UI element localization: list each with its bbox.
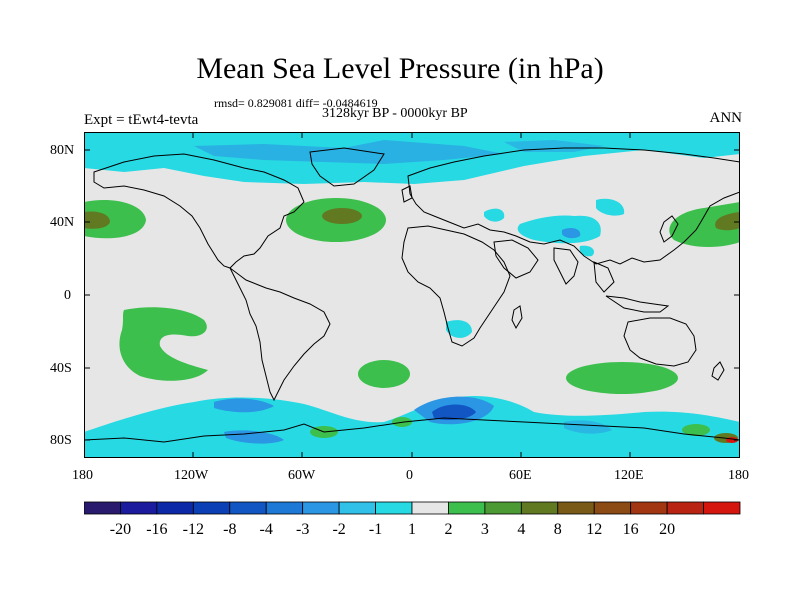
lat-label: 0 [64, 288, 71, 303]
map-ticks [84, 132, 740, 458]
season-label: ANN [709, 110, 743, 126]
indian-ocean-positive [566, 362, 678, 394]
colorbar: -20 -16 -12 -8 -4 -3 -2 -1 1 2 3 4 8 12 16 20 [84, 501, 741, 538]
colorbar-swatch [120, 501, 158, 515]
africa-negative-patch [446, 320, 472, 338]
experiment-label: Expt = tEwt4-tevta [84, 112, 199, 128]
colorbar-label: -12 [183, 521, 204, 538]
colorbar-swatch [84, 501, 121, 515]
colorbar-swatch [703, 501, 741, 515]
south-pacific-positive [119, 307, 208, 381]
lon-label: 120W [174, 468, 209, 483]
colorbar-label: 12 [586, 521, 602, 538]
colorbar-swatch [265, 501, 304, 515]
lon-label: 180 [728, 468, 749, 483]
colorbar-label: -3 [296, 521, 309, 538]
coastlines [84, 147, 740, 443]
colorbar-label: 4 [517, 521, 525, 538]
lon-label: 180 [72, 468, 93, 483]
lon-label: 120E [614, 468, 644, 483]
lon-label: 60W [288, 468, 316, 483]
north-pacific-positive-right [669, 202, 740, 247]
period-label: 3128kyr BP - 0000kyr BP [322, 106, 468, 121]
colorbar-label: -4 [260, 521, 273, 538]
colorbar-swatch [338, 501, 376, 515]
southern-ocean-negative [84, 395, 740, 458]
stats-label: rmsd= 0.829081 diff= -0.0484619 [214, 96, 378, 110]
colorbar-swatch [156, 501, 194, 515]
lon-label: 60E [509, 468, 532, 483]
north-pacific-positive-left [84, 200, 146, 239]
colorbar-label: 20 [659, 521, 675, 538]
colorbar-swatch [302, 501, 340, 515]
colorbar-swatch [484, 501, 522, 515]
colorbar-swatch [520, 501, 559, 515]
lat-label: 80N [50, 143, 75, 158]
eurasia-negative-region [484, 198, 625, 257]
colorbar-label: 2 [444, 521, 452, 538]
colorbar-swatch [375, 501, 413, 515]
colorbar-label: -8 [223, 521, 236, 538]
colorbar-swatch [229, 501, 267, 515]
pressure-map [84, 132, 740, 458]
north-atlantic-positive [286, 198, 386, 242]
chart-title: Mean Sea Level Pressure (in hPa) [196, 52, 604, 85]
colorbar-label: 8 [554, 521, 562, 538]
south-atlantic-positive [358, 360, 410, 388]
arctic-negative-region [84, 132, 740, 184]
colorbar-label: 1 [408, 521, 416, 538]
colorbar-label: -20 [110, 521, 131, 538]
colorbar-swatch [666, 501, 704, 515]
colorbar-swatch [448, 501, 486, 515]
lon-label: 0 [406, 468, 413, 483]
colorbar-swatch [192, 501, 231, 515]
lat-label: 40N [50, 215, 75, 230]
lat-label: 40S [50, 361, 72, 376]
colorbar-swatch [557, 501, 595, 515]
colorbar-label: -16 [146, 521, 167, 538]
colorbar-swatch [411, 501, 449, 515]
colorbar-swatch [630, 501, 668, 515]
colorbar-swatch [593, 501, 632, 515]
lat-label: 80S [50, 433, 72, 448]
colorbar-label: -2 [332, 521, 345, 538]
colorbar-label: 3 [481, 521, 489, 538]
colorbar-label: 16 [623, 521, 639, 538]
colorbar-label: -1 [369, 521, 382, 538]
